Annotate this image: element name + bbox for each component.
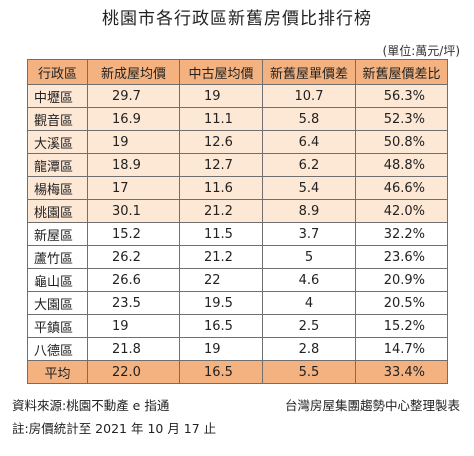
cell-new-price: 26.2 (87, 245, 180, 269)
cell-price-diff: 5.4 (262, 176, 356, 200)
price-ratio-table: 行政區 新成屋均價 中古屋均價 新舊屋單價差 新舊屋價差比 中壢區 29.7 1… (27, 59, 448, 384)
cell-used-price: 21.2 (179, 245, 263, 269)
cell-price-diff: 4.6 (262, 268, 356, 292)
cell-new-price: 17 (87, 176, 180, 200)
cell-price-diff: 3.7 (262, 222, 356, 246)
cell-new-price: 19 (87, 314, 180, 338)
cell-price-diff: 10.7 (262, 84, 356, 108)
cell-diff-ratio: 46.6% (355, 176, 448, 200)
table-row: 龍潭區 18.9 12.7 6.2 48.8% (27, 153, 448, 177)
table-row: 蘆竹區 26.2 21.2 5 23.6% (27, 245, 448, 269)
cell-diff-ratio: 32.2% (355, 222, 448, 246)
page-title: 桃園市各行政區新舊房價比排行榜 (102, 9, 372, 29)
table-row: 大園區 23.5 19.5 4 20.5% (27, 291, 448, 315)
cell-new-price: 16.9 (87, 107, 180, 131)
cell-used-price: 21.2 (179, 199, 263, 223)
producer-note: 台灣房屋集團趨勢中心整理製表 (284, 398, 460, 413)
cell-diff-ratio: 15.2% (355, 314, 448, 338)
table-row: 新屋區 15.2 11.5 3.7 32.2% (27, 222, 448, 246)
table-row: 觀音區 16.9 11.1 5.8 52.3% (27, 107, 448, 131)
cell-price-diff: 5 (262, 245, 356, 269)
header-used-price: 中古屋均價 (179, 59, 263, 85)
cell-used-price: 19 (179, 337, 263, 361)
cell-new-price: 22.0 (87, 360, 180, 384)
remark-note: 註:房價統計至 2021 年 10 月 17 止 (12, 421, 217, 436)
cell-new-price: 19 (87, 130, 180, 154)
table-row: 大溪區 19 12.6 6.4 50.8% (27, 130, 448, 154)
cell-diff-ratio: 42.0% (355, 199, 448, 223)
table-row: 八德區 21.8 19 2.8 14.7% (27, 337, 448, 361)
cell-new-price: 21.8 (87, 337, 180, 361)
table-row: 桃園區 30.1 21.2 8.9 42.0% (27, 199, 448, 223)
average-row: 平均 22.0 16.5 5.5 33.4% (27, 360, 448, 384)
header-diff-ratio: 新舊屋價差比 (355, 59, 448, 85)
cell-new-price: 23.5 (87, 291, 180, 315)
cell-district: 觀音區 (27, 107, 88, 131)
header-district: 行政區 (27, 59, 88, 85)
source-note: 資料來源:桃園不動產 e 指通 (12, 398, 170, 413)
cell-price-diff: 2.5 (262, 314, 356, 338)
cell-price-diff: 4 (262, 291, 356, 315)
cell-diff-ratio: 23.6% (355, 245, 448, 269)
cell-used-price: 11.5 (179, 222, 263, 246)
cell-district: 桃園區 (27, 199, 88, 223)
unit-label: (單位:萬元/坪) (382, 44, 460, 58)
cell-used-price: 12.6 (179, 130, 263, 154)
cell-new-price: 26.6 (87, 268, 180, 292)
cell-diff-ratio: 20.5% (355, 291, 448, 315)
cell-used-price: 16.5 (179, 360, 263, 384)
cell-used-price: 22 (179, 268, 263, 292)
header-price-diff: 新舊屋單價差 (262, 59, 356, 85)
cell-used-price: 11.1 (179, 107, 263, 131)
table-row: 中壢區 29.7 19 10.7 56.3% (27, 84, 448, 108)
cell-diff-ratio: 14.7% (355, 337, 448, 361)
cell-district: 大溪區 (27, 130, 88, 154)
cell-price-diff: 5.8 (262, 107, 356, 131)
cell-district: 中壢區 (27, 84, 88, 108)
cell-district: 龜山區 (27, 268, 88, 292)
cell-district: 蘆竹區 (27, 245, 88, 269)
cell-district: 龍潭區 (27, 153, 88, 177)
cell-district: 八德區 (27, 337, 88, 361)
cell-price-diff: 5.5 (262, 360, 356, 384)
cell-used-price: 19 (179, 84, 263, 108)
cell-new-price: 30.1 (87, 199, 180, 223)
cell-diff-ratio: 33.4% (355, 360, 448, 384)
cell-new-price: 15.2 (87, 222, 180, 246)
cell-price-diff: 8.9 (262, 199, 356, 223)
cell-district: 新屋區 (27, 222, 88, 246)
cell-used-price: 16.5 (179, 314, 263, 338)
table-row: 平鎮區 19 16.5 2.5 15.2% (27, 314, 448, 338)
cell-diff-ratio: 52.3% (355, 107, 448, 131)
cell-price-diff: 6.2 (262, 153, 356, 177)
cell-new-price: 29.7 (87, 84, 180, 108)
cell-district: 大園區 (27, 291, 88, 315)
header-new-price: 新成屋均價 (87, 59, 180, 85)
cell-district: 楊梅區 (27, 176, 88, 200)
table-row: 龜山區 26.6 22 4.6 20.9% (27, 268, 448, 292)
cell-district: 平鎮區 (27, 314, 88, 338)
cell-price-diff: 2.8 (262, 337, 356, 361)
cell-diff-ratio: 50.8% (355, 130, 448, 154)
cell-used-price: 12.7 (179, 153, 263, 177)
cell-diff-ratio: 20.9% (355, 268, 448, 292)
table-row: 楊梅區 17 11.6 5.4 46.6% (27, 176, 448, 200)
cell-diff-ratio: 48.8% (355, 153, 448, 177)
cell-diff-ratio: 56.3% (355, 84, 448, 108)
cell-district: 平均 (27, 360, 88, 384)
cell-price-diff: 6.4 (262, 130, 356, 154)
cell-used-price: 19.5 (179, 291, 263, 315)
cell-new-price: 18.9 (87, 153, 180, 177)
table-header-row: 行政區 新成屋均價 中古屋均價 新舊屋單價差 新舊屋價差比 (27, 59, 448, 85)
cell-used-price: 11.6 (179, 176, 263, 200)
